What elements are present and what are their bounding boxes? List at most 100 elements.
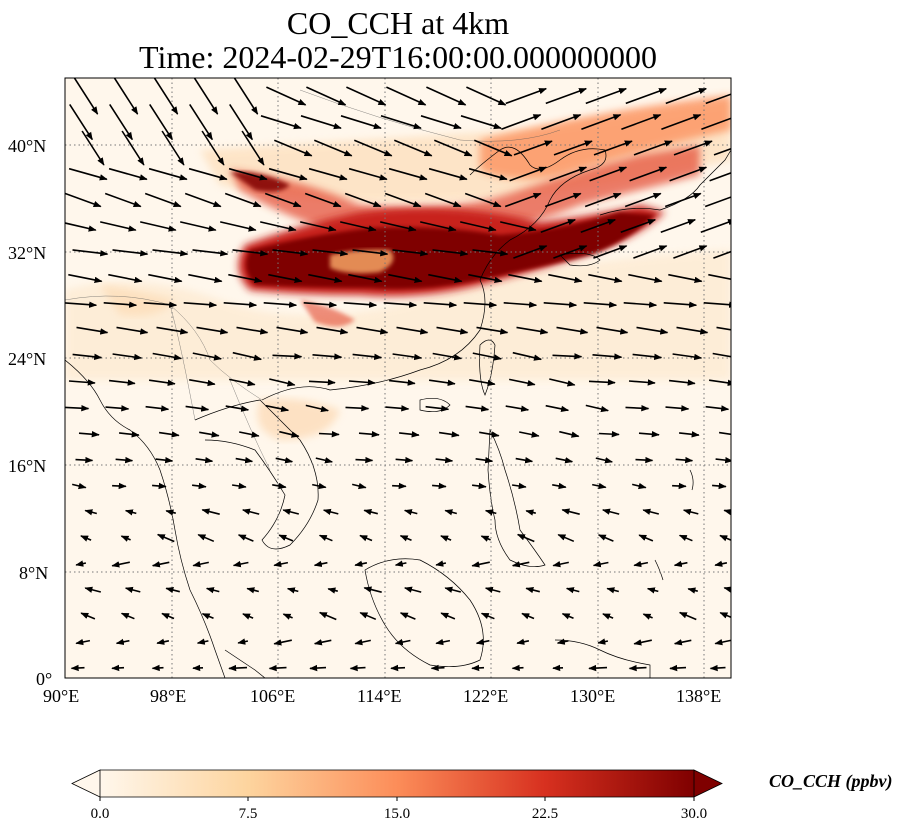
- wind-arrow: [388, 167, 428, 181]
- wind-arrow: [266, 86, 307, 106]
- wind-arrow: [460, 115, 502, 130]
- wind-arrow: [72, 249, 109, 257]
- wind-arrow: [278, 534, 294, 542]
- wind-arrow: [189, 379, 216, 387]
- wind-arrow: [513, 140, 553, 156]
- wind-arrow: [358, 431, 380, 438]
- wind-arrow: [420, 115, 462, 130]
- wind-arrow: [242, 508, 260, 515]
- wind-arrow: [193, 78, 219, 115]
- wind-arrow: [719, 611, 731, 619]
- wind-arrow: [501, 114, 542, 130]
- wind-arrow: [559, 430, 580, 438]
- wind-arrow: [161, 612, 175, 620]
- wind-arrow: [265, 404, 290, 412]
- wind-arrow: [384, 192, 422, 208]
- wind-arrow: [471, 561, 490, 568]
- wind-arrow: [205, 587, 220, 594]
- wind-arrow: [435, 560, 447, 567]
- wind-arrow: [679, 431, 700, 438]
- wind-arrow: [516, 533, 535, 543]
- wind-arrow: [669, 664, 687, 672]
- wind-arrow: [145, 405, 170, 412]
- wind-arrow: [81, 130, 105, 166]
- wind-arrow: [201, 130, 225, 166]
- wind-arrow: [553, 140, 593, 156]
- wind-arrow: [111, 664, 125, 672]
- wind-arrow: [399, 431, 420, 438]
- wind-arrow: [505, 405, 530, 412]
- colorbar-tick-0: 0.0: [90, 806, 110, 822]
- wind-arrow: [433, 139, 473, 157]
- wind-arrow: [708, 273, 731, 281]
- wind-arrow: [428, 273, 463, 284]
- wind-arrow: [519, 431, 540, 438]
- wind-arrow: [273, 139, 313, 157]
- wind-arrow: [269, 378, 296, 387]
- wind-arrow: [239, 431, 260, 438]
- wind-arrow: [672, 353, 703, 361]
- wind-arrow: [424, 192, 462, 208]
- wind-arrow: [583, 301, 618, 308]
- wind-arrow: [589, 166, 628, 182]
- wind-arrow: [196, 326, 229, 335]
- wind-arrow: [112, 482, 127, 490]
- wind-arrow: [593, 140, 633, 156]
- wind-arrow: [389, 379, 416, 386]
- wind-arrow: [404, 586, 422, 593]
- lon-tick-122: 122°E: [463, 686, 509, 706]
- wind-arrow: [68, 167, 108, 181]
- wind-arrow: [525, 509, 536, 516]
- wind-arrow: [632, 353, 663, 360]
- wind-arrow: [308, 167, 348, 181]
- wind-arrow: [229, 378, 256, 387]
- wind-arrow: [440, 535, 452, 542]
- wind-arrow: [318, 430, 340, 438]
- wind-arrow: [340, 115, 382, 130]
- wind-arrow: [428, 379, 456, 386]
- wind-arrow: [390, 664, 406, 672]
- wind-arrow: [479, 431, 500, 438]
- lat-tick-24: 24°N: [8, 349, 47, 369]
- wind-arrow: [303, 301, 338, 308]
- wind-arrow: [148, 379, 176, 386]
- wind-arrow: [189, 103, 213, 141]
- wind-arrow: [352, 353, 383, 360]
- wind-arrow: [308, 273, 343, 284]
- wind-arrow: [112, 249, 149, 257]
- wind-arrow: [543, 301, 578, 308]
- wind-arrow: [112, 353, 143, 361]
- wind-arrow: [545, 87, 587, 105]
- wind-arrow: [192, 352, 222, 361]
- wind-arrow: [158, 431, 180, 438]
- wind-arrow: [363, 508, 378, 516]
- wind-arrow: [300, 115, 342, 130]
- wind-arrow: [242, 613, 254, 620]
- wind-arrow: [669, 379, 696, 386]
- lat-tick-16: 16°N: [8, 456, 47, 476]
- wind-arrow: [80, 535, 92, 542]
- wind-arrow: [606, 587, 620, 594]
- wind-arrow: [313, 560, 328, 568]
- wind-arrow: [540, 218, 576, 234]
- wind-arrow: [236, 326, 269, 335]
- wind-arrow: [105, 405, 130, 412]
- wind-arrow: [584, 192, 622, 208]
- wind-arrow: [635, 456, 654, 464]
- wind-arrow: [225, 405, 250, 412]
- wind-arrow: [348, 379, 376, 386]
- colorbar: [71, 769, 723, 801]
- wind-arrow: [718, 431, 731, 436]
- wind-arrow: [327, 587, 338, 594]
- wind-arrow: [544, 192, 582, 208]
- map-timestamp: Time: 2024-02-29T16:00:00.000000000: [139, 39, 657, 75]
- wind-arrow: [668, 273, 703, 284]
- wind-arrow: [469, 379, 496, 387]
- wind-arrow: [260, 115, 302, 130]
- wind-arrow: [548, 273, 583, 284]
- wind-arrow: [282, 613, 293, 620]
- wind-arrow: [279, 430, 300, 438]
- wind-arrow: [120, 535, 131, 542]
- wind-arrow: [714, 560, 728, 567]
